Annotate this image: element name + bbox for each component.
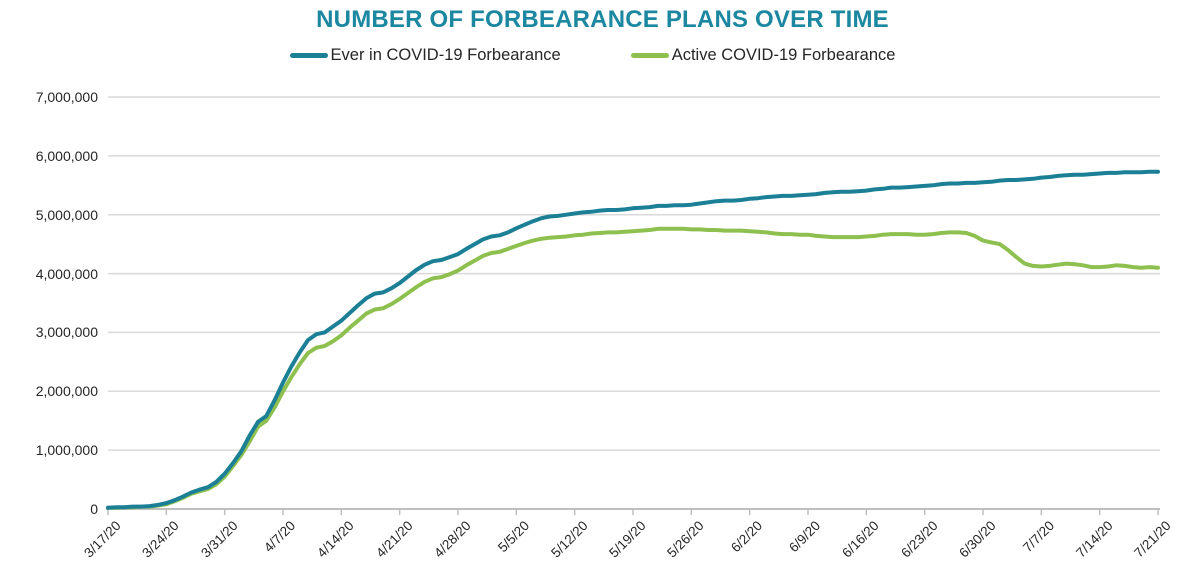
legend-swatch-ever [289,53,328,58]
legend-label-active: Active COVID-19 Forbearance [671,46,896,64]
legend-swatch-active [630,53,669,58]
y-axis-label: 5,000,000 [35,206,98,223]
y-axis-label: 0 [90,501,98,517]
chart-title: NUMBER OF FORBEARANCE PLANS OVER TIME [316,6,889,33]
series-line-ever [106,169,1160,510]
legend-item-active: Active COVID-19 Forbearance [630,46,896,65]
series-line-active [106,226,1160,510]
y-axis-label: 2,000,000 [35,383,98,400]
y-axis-label: 1,000,000 [35,442,98,459]
legend-item-ever: Ever in COVID-19 Forbearance [289,46,561,65]
y-axis-label: 7,000,000 [35,89,98,105]
y-axis-label: 4,000,000 [35,265,98,282]
y-axis-label: 6,000,000 [35,147,98,164]
y-axis-label: 3,000,000 [35,324,98,341]
legend-label-ever: Ever in COVID-19 Forbearance [330,46,561,64]
chart-legend: Ever in COVID-19 Forbearance Active COVI… [0,46,1185,65]
